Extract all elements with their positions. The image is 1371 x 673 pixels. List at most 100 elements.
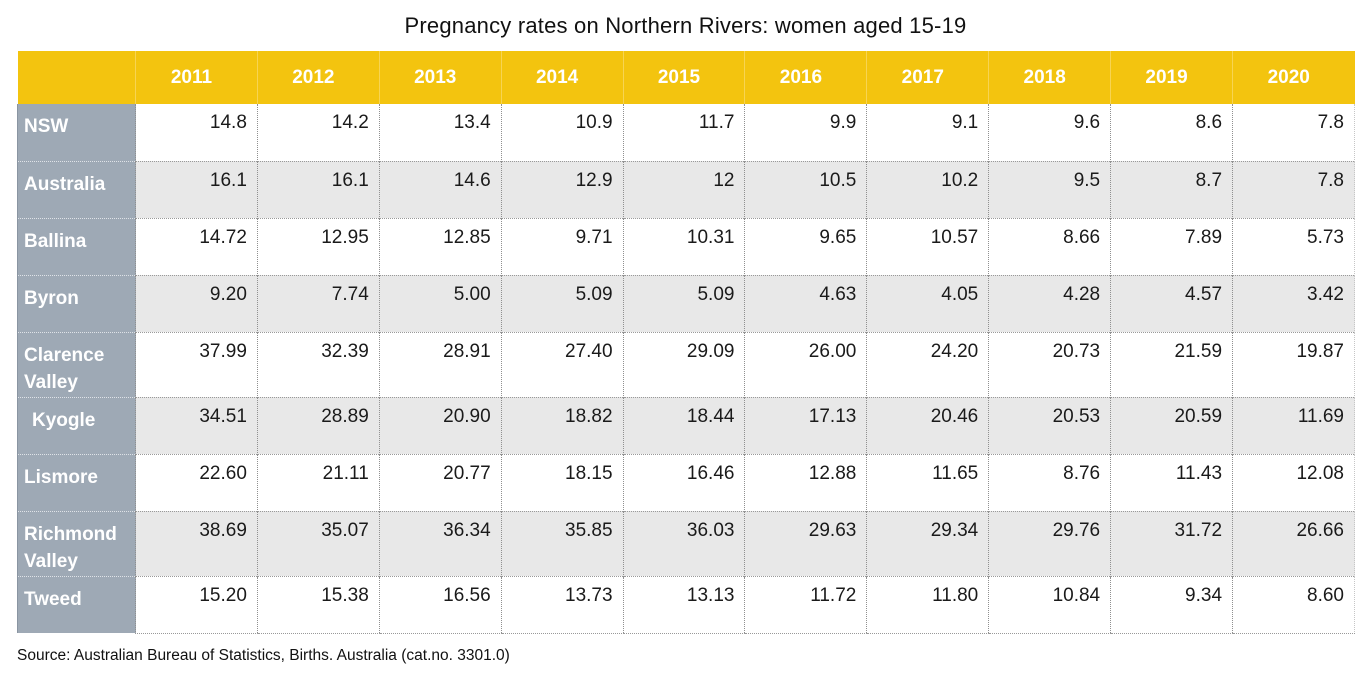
value-cell: 8.7 bbox=[1110, 160, 1233, 218]
value-cell: 21.11 bbox=[256, 453, 380, 512]
value-cell: 4.28 bbox=[988, 274, 1111, 332]
value-cell: 4.57 bbox=[1110, 274, 1233, 332]
year-header-2011: 2011 bbox=[135, 51, 258, 104]
value-cell: 20.46 bbox=[866, 396, 989, 455]
value-cell: 9.9 bbox=[744, 104, 867, 161]
value-cell: 10.84 bbox=[988, 575, 1111, 634]
value-cell: 29.09 bbox=[622, 331, 745, 398]
value-cell: 7.74 bbox=[256, 274, 380, 332]
year-header-2012: 2012 bbox=[256, 51, 380, 104]
value-cell: 13.73 bbox=[500, 575, 624, 634]
value-cell: 36.34 bbox=[378, 510, 502, 577]
value-cell: 34.51 bbox=[135, 396, 258, 455]
table-row-clarence-valley: Clarence Valley 37.99 32.39 28.91 27.40 … bbox=[17, 331, 1355, 398]
value-cell: 14.6 bbox=[378, 160, 502, 218]
row-label: Ballina bbox=[17, 217, 136, 275]
value-cell: 16.1 bbox=[256, 160, 380, 218]
value-cell: 11.80 bbox=[866, 575, 989, 634]
value-cell: 4.63 bbox=[744, 274, 867, 332]
value-cell: 37.99 bbox=[135, 331, 258, 398]
value-cell: 5.00 bbox=[378, 274, 502, 332]
value-cell: 7.8 bbox=[1232, 160, 1355, 218]
table-row-richmond-valley: Richmond Valley 38.69 35.07 36.34 35.85 … bbox=[17, 510, 1355, 577]
row-label: Clarence Valley bbox=[17, 331, 136, 398]
value-cell: 7.89 bbox=[1110, 217, 1233, 275]
row-label: Australia bbox=[17, 160, 136, 218]
value-cell: 10.31 bbox=[622, 217, 745, 275]
value-cell: 16.1 bbox=[135, 160, 258, 218]
value-cell: 28.91 bbox=[378, 331, 502, 398]
table-body: NSW 14.8 14.2 13.4 10.9 11.7 9.9 9.1 9.6… bbox=[17, 104, 1355, 634]
value-cell: 14.2 bbox=[256, 104, 380, 161]
value-cell: 38.69 bbox=[135, 510, 258, 577]
year-header-2013: 2013 bbox=[378, 51, 502, 104]
value-cell: 9.71 bbox=[500, 217, 624, 275]
value-cell: 18.15 bbox=[500, 453, 624, 512]
value-cell: 20.59 bbox=[1110, 396, 1233, 455]
value-cell: 9.6 bbox=[988, 104, 1111, 161]
value-cell: 9.65 bbox=[744, 217, 867, 275]
value-cell: 12.85 bbox=[378, 217, 502, 275]
row-label: Kyogle bbox=[17, 396, 136, 455]
value-cell: 8.66 bbox=[988, 217, 1111, 275]
table-row-australia: Australia 16.1 16.1 14.6 12.9 12 10.5 10… bbox=[17, 160, 1355, 218]
value-cell: 36.03 bbox=[622, 510, 745, 577]
value-cell: 26.00 bbox=[744, 331, 867, 398]
value-cell: 14.72 bbox=[135, 217, 258, 275]
value-cell: 9.5 bbox=[988, 160, 1111, 218]
value-cell: 11.43 bbox=[1110, 453, 1233, 512]
value-cell: 18.82 bbox=[500, 396, 624, 455]
value-cell: 12.08 bbox=[1232, 453, 1355, 512]
value-cell: 20.73 bbox=[988, 331, 1111, 398]
value-cell: 15.20 bbox=[135, 575, 258, 634]
value-cell: 29.34 bbox=[866, 510, 989, 577]
value-cell: 11.69 bbox=[1232, 396, 1355, 455]
value-cell: 28.89 bbox=[256, 396, 380, 455]
value-cell: 29.63 bbox=[744, 510, 867, 577]
value-cell: 11.65 bbox=[866, 453, 989, 512]
value-cell: 13.13 bbox=[622, 575, 745, 634]
value-cell: 20.77 bbox=[378, 453, 502, 512]
value-cell: 29.76 bbox=[988, 510, 1111, 577]
value-cell: 11.7 bbox=[622, 104, 745, 161]
year-header-2019: 2019 bbox=[1110, 51, 1233, 104]
value-cell: 12 bbox=[622, 160, 745, 218]
value-cell: 8.76 bbox=[988, 453, 1111, 512]
value-cell: 9.34 bbox=[1110, 575, 1233, 634]
value-cell: 17.13 bbox=[744, 396, 867, 455]
value-cell: 9.1 bbox=[866, 104, 989, 161]
value-cell: 5.73 bbox=[1232, 217, 1355, 275]
value-cell: 16.46 bbox=[622, 453, 745, 512]
value-cell: 19.87 bbox=[1232, 331, 1355, 398]
year-header-2017: 2017 bbox=[866, 51, 989, 104]
year-header-2020: 2020 bbox=[1232, 51, 1355, 104]
value-cell: 16.56 bbox=[378, 575, 502, 634]
value-cell: 5.09 bbox=[622, 274, 745, 332]
value-cell: 20.90 bbox=[378, 396, 502, 455]
header-row: 2011 2012 2013 2014 2015 2016 2017 2018 … bbox=[17, 51, 1355, 104]
value-cell: 26.66 bbox=[1232, 510, 1355, 577]
value-cell: 12.88 bbox=[744, 453, 867, 512]
value-cell: 12.9 bbox=[500, 160, 624, 218]
table-row-ballina: Ballina 14.72 12.95 12.85 9.71 10.31 9.6… bbox=[17, 217, 1355, 275]
year-header-2016: 2016 bbox=[744, 51, 867, 104]
value-cell: 5.09 bbox=[500, 274, 624, 332]
value-cell: 21.59 bbox=[1110, 331, 1233, 398]
value-cell: 10.57 bbox=[866, 217, 989, 275]
value-cell: 10.5 bbox=[744, 160, 867, 218]
value-cell: 9.20 bbox=[135, 274, 258, 332]
table-header: 2011 2012 2013 2014 2015 2016 2017 2018 … bbox=[17, 51, 1355, 104]
value-cell: 3.42 bbox=[1232, 274, 1355, 332]
value-cell: 10.9 bbox=[500, 104, 624, 161]
table-row-tweed: Tweed 15.20 15.38 16.56 13.73 13.13 11.7… bbox=[17, 575, 1355, 634]
value-cell: 27.40 bbox=[500, 331, 624, 398]
table-row-lismore: Lismore 22.60 21.11 20.77 18.15 16.46 12… bbox=[17, 453, 1355, 512]
value-cell: 12.95 bbox=[256, 217, 380, 275]
page-title: Pregnancy rates on Northern Rivers: wome… bbox=[404, 13, 967, 38]
row-label: Lismore bbox=[17, 453, 136, 512]
table-row-kyogle: Kyogle 34.51 28.89 20.90 18.82 18.44 17.… bbox=[17, 396, 1355, 455]
pregnancy-rates-table: 2011 2012 2013 2014 2015 2016 2017 2018 … bbox=[17, 51, 1355, 634]
year-header-2014: 2014 bbox=[500, 51, 624, 104]
value-cell: 11.72 bbox=[744, 575, 867, 634]
value-cell: 7.8 bbox=[1232, 104, 1355, 161]
